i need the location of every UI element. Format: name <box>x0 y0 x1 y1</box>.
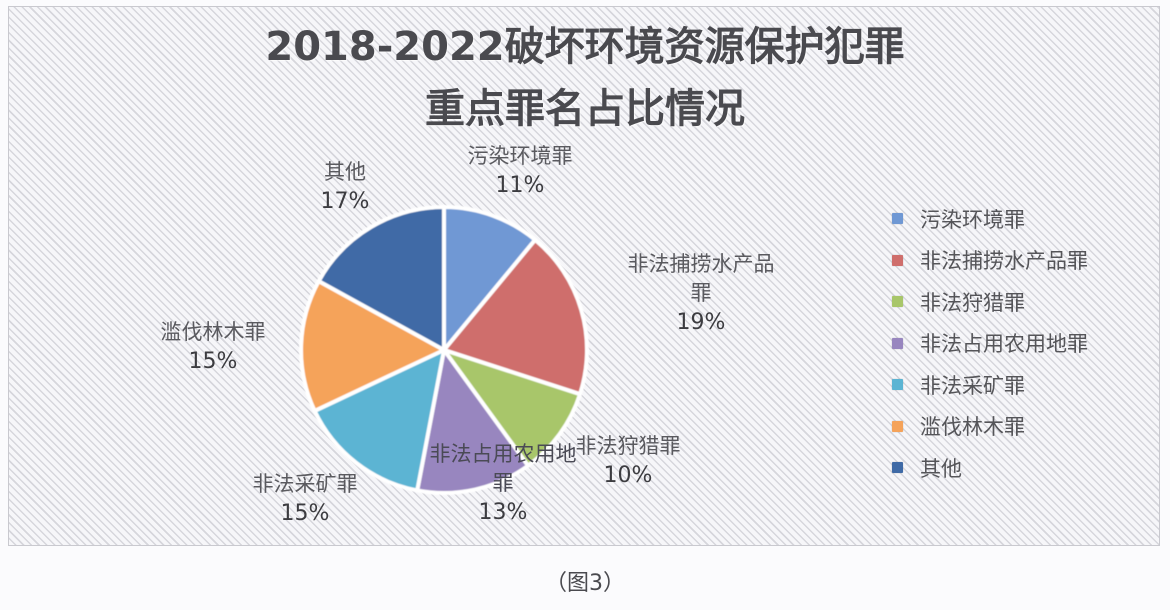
data-label-name: 污染环境罪 <box>467 144 573 168</box>
legend-item-farmland: 非法占用农用地罪 <box>892 323 1088 365</box>
legend-item-fishing: 非法捕捞水产品罪 <box>892 240 1088 282</box>
legend-label: 非法狩猎罪 <box>920 290 1025 315</box>
data-label-logging: 滥伐林木罪 15% <box>133 318 293 376</box>
legend-label: 非法占用农用地罪 <box>920 332 1088 357</box>
chart-frame <box>8 6 1160 546</box>
legend-item-pollution: 污染环境罪 <box>892 198 1088 240</box>
chart-legend: 污染环境罪 非法捕捞水产品罪 非法狩猎罪 非法占用农用地罪 非法采矿罪 滥伐林木… <box>892 198 1088 489</box>
legend-label: 滥伐林木罪 <box>920 415 1025 440</box>
data-label-percent: 13% <box>478 500 528 525</box>
data-label-pollution: 污染环境罪 11% <box>420 142 620 200</box>
data-label-name: 非法占用农用地 <box>429 442 577 466</box>
data-label-percent: 11% <box>495 173 545 198</box>
legend-swatch-icon <box>892 296 903 308</box>
legend-label: 非法捕捞水产品罪 <box>920 249 1088 274</box>
legend-swatch-icon <box>892 379 903 391</box>
data-label-hunting: 非法狩猎罪 10% <box>548 432 708 490</box>
data-label-percent: 19% <box>676 310 726 335</box>
pie-slice-other <box>316 205 446 352</box>
data-label-percent: 15% <box>280 501 330 526</box>
legend-label: 其他 <box>920 456 962 481</box>
legend-item-mining: 非法采矿罪 <box>892 364 1088 406</box>
pie-slice-mining <box>312 348 446 493</box>
legend-label: 污染环境罪 <box>920 207 1025 232</box>
pie-slice-hunting <box>442 348 583 468</box>
data-label-other: 其他 17% <box>290 158 400 216</box>
pie-slice-logging <box>299 279 446 413</box>
pie-slice-farmland <box>415 348 531 495</box>
data-label-mining: 非法采矿罪 15% <box>225 470 385 528</box>
data-label-name: 罪 <box>492 471 514 495</box>
data-label-name: 滥伐林木罪 <box>160 320 266 344</box>
data-label-name: 非法捕捞水产品 <box>627 252 775 276</box>
data-label-percent: 15% <box>188 349 238 374</box>
chart-title-line-2: 重点罪名占比情况 <box>425 86 745 132</box>
legend-item-logging: 滥伐林木罪 <box>892 406 1088 448</box>
data-label-farmland: 非法占用农用地 罪 13% <box>398 440 608 527</box>
data-label-name: 非法狩猎罪 <box>575 434 681 458</box>
legend-label: 非法采矿罪 <box>920 373 1025 398</box>
pie-slice-fishing <box>442 237 589 397</box>
data-label-name: 非法采矿罪 <box>252 472 358 496</box>
legend-swatch-icon <box>892 254 903 266</box>
legend-item-hunting: 非法狩猎罪 <box>892 281 1088 323</box>
data-label-percent: 17% <box>320 189 370 214</box>
data-label-percent: 10% <box>603 463 653 488</box>
figure-caption: （图3） <box>545 571 625 596</box>
legend-swatch-icon <box>892 462 903 474</box>
data-label-name: 其他 <box>324 160 366 184</box>
data-label-fishing: 非法捕捞水产品 罪 19% <box>596 250 806 337</box>
legend-swatch-icon <box>892 420 903 432</box>
chart-title-line-1: 2018-2022破坏环境资源保护犯罪 <box>265 24 905 70</box>
legend-swatch-icon <box>892 213 903 225</box>
legend-swatch-icon <box>892 337 903 349</box>
data-label-name: 罪 <box>690 281 712 305</box>
legend-item-other: 其他 <box>892 447 1088 489</box>
pie-slice-pollution <box>442 205 538 352</box>
